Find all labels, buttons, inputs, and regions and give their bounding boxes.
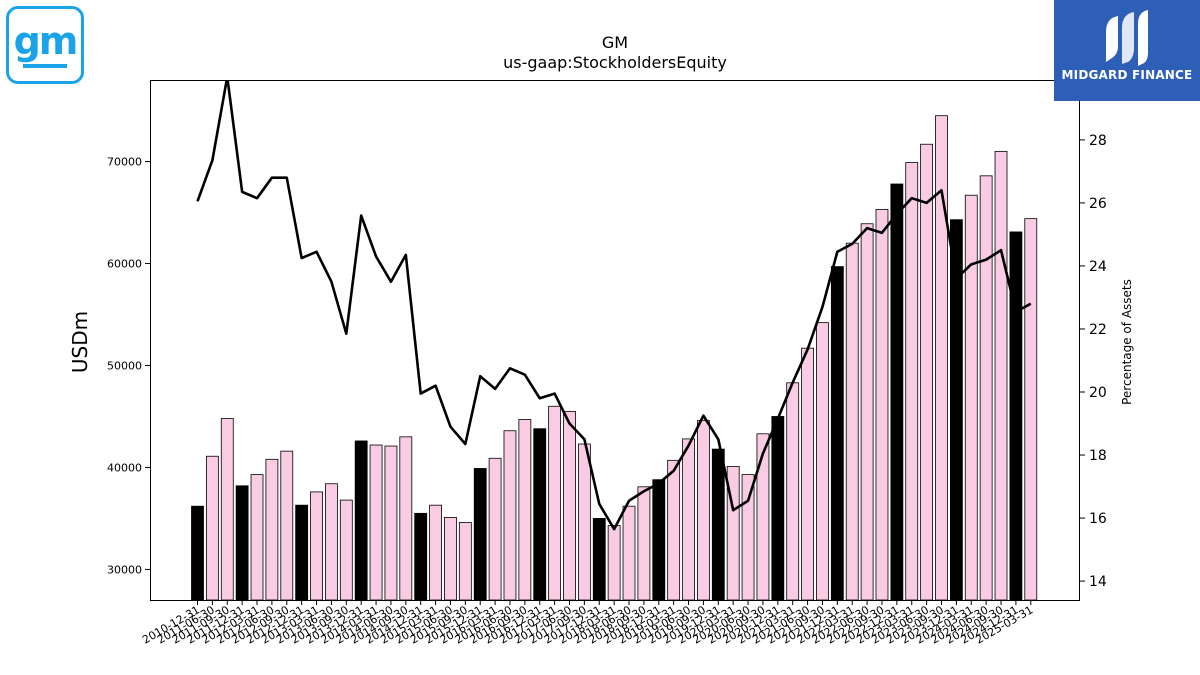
- midgard-finance-logo: MIDGARD FINANCE: [1054, 0, 1200, 101]
- bar-2017-12-31: [592, 518, 606, 601]
- bar-2021-09-30: [816, 322, 829, 601]
- left-axis: 30000 40000 50000 60000 70000: [107, 156, 150, 576]
- bar-2012-09-30: [280, 450, 294, 601]
- gm-logo-underline: [23, 64, 67, 68]
- bar-2022-06-30: [860, 223, 874, 601]
- right-tick-label: 22: [1089, 322, 1107, 338]
- bar-2011-12-31: [235, 485, 249, 601]
- bar-2017-03-31: [548, 405, 562, 601]
- midgard-mark-icon: [1106, 10, 1148, 66]
- bar-2013-03-31: [310, 491, 323, 601]
- bar-2023-09-30: [935, 115, 948, 601]
- bar-2012-03-31: [250, 474, 264, 601]
- line-layer: [196, 80, 1032, 531]
- bar-2023-03-31: [905, 162, 919, 601]
- bar-2013-06-30: [325, 483, 338, 601]
- bar-2024-06-30: [979, 175, 993, 601]
- bar-2014-09-30: [399, 436, 413, 601]
- bar-2016-12-31: [533, 428, 547, 601]
- bar-2014-06-30: [384, 445, 398, 601]
- right-tick-label: 26: [1089, 196, 1107, 212]
- bar-2020-12-31: [771, 416, 785, 601]
- gm-logo-text: gm: [13, 19, 79, 63]
- bar-2015-06-30: [444, 517, 457, 601]
- bar-2021-12-31: [830, 266, 844, 601]
- bar-2018-12-31: [652, 479, 666, 601]
- right-tick-label: 24: [1089, 259, 1107, 275]
- bar-2016-09-30: [518, 419, 532, 601]
- bar-2018-03-31: [607, 525, 621, 601]
- bar-2022-12-31: [890, 183, 904, 601]
- x-axis: 2010-12-312011-06-302011-09-302011-12-31…: [140, 600, 1035, 647]
- chart-title: GM: [601, 33, 629, 52]
- bar-2024-12-31: [1009, 231, 1023, 601]
- bar-2015-12-31: [473, 468, 487, 601]
- bar-2018-06-30: [622, 505, 636, 601]
- bar-2011-09-30: [220, 418, 234, 601]
- right-tick-label: 16: [1089, 511, 1107, 527]
- bar-2020-06-30: [741, 474, 755, 601]
- y-axis-label-right: Percentage of Assets: [1120, 279, 1134, 405]
- left-tick-label: 60000: [107, 258, 142, 271]
- bar-2016-03-31: [488, 457, 502, 601]
- bar-2018-09-30: [637, 486, 651, 601]
- bar-2012-06-30: [265, 458, 279, 601]
- chart-subtitle: us-gaap:StockholdersEquity: [503, 53, 727, 72]
- right-tick-label: 14: [1089, 574, 1107, 590]
- bar-2023-06-30: [920, 143, 934, 601]
- bar-2012-12-31: [295, 504, 309, 601]
- right-tick-label: 20: [1089, 385, 1107, 401]
- bar-2016-06-30: [503, 430, 517, 601]
- bar-2019-03-31: [667, 459, 681, 601]
- left-tick-label: 50000: [107, 359, 142, 372]
- bar-2024-03-31: [964, 194, 978, 601]
- bar-2022-09-30: [875, 209, 889, 601]
- right-tick-label: 28: [1089, 133, 1107, 149]
- bar-2024-09-30: [994, 150, 1008, 601]
- bar-2013-12-31: [354, 440, 368, 601]
- bar-2021-03-31: [786, 382, 800, 601]
- bar-2013-09-30: [339, 499, 353, 601]
- left-tick-label: 40000: [107, 461, 142, 474]
- bar-2017-09-30: [577, 443, 591, 601]
- bar-2015-09-30: [458, 522, 472, 601]
- right-axis: 14 16 18 20 22 24 26 28: [1080, 133, 1107, 590]
- bar-2011-06-30: [205, 455, 219, 601]
- bar-2025-03-31: [1024, 218, 1038, 601]
- plot-frame: [150, 80, 1080, 601]
- bar-2017-06-30: [563, 410, 576, 601]
- bar-2019-09-30: [697, 420, 710, 601]
- bar-2014-03-31: [369, 444, 383, 601]
- bar-2021-06-30: [801, 347, 814, 601]
- midgard-name: MIDGARD FINANCE: [1061, 68, 1193, 82]
- left-tick-label: 30000: [107, 563, 142, 576]
- bar-2010-12-31: [191, 505, 204, 601]
- bar-2019-06-30: [682, 438, 695, 601]
- left-tick-label: 70000: [107, 156, 142, 169]
- bar-2015-03-31: [429, 504, 442, 601]
- bar-2020-09-30: [756, 433, 770, 601]
- right-tick-label: 18: [1089, 448, 1107, 464]
- bar-2019-12-31: [711, 448, 725, 601]
- gm-logo: gm: [6, 6, 84, 84]
- y-axis-label-left: USDm: [68, 310, 92, 374]
- bar-2014-12-31: [414, 512, 428, 601]
- bar-2022-03-31: [845, 242, 859, 601]
